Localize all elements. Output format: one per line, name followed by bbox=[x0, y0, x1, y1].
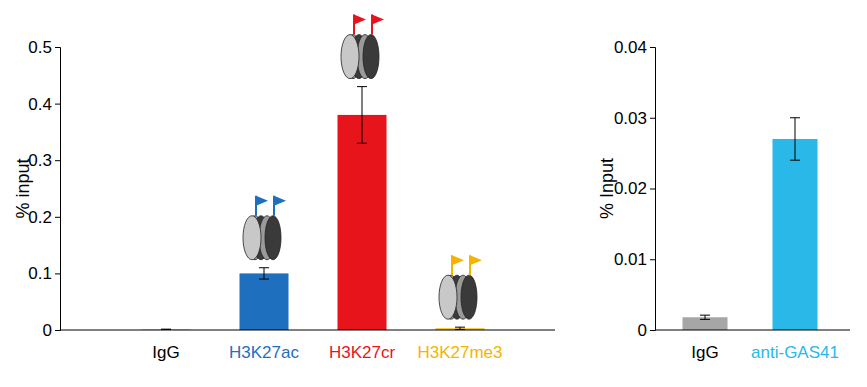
x-axis-line bbox=[655, 330, 850, 331]
error-bar bbox=[700, 315, 710, 319]
y-tick: 0.1 bbox=[28, 264, 60, 283]
error-bar bbox=[259, 268, 269, 279]
chart: 0 0.1 0.2 0.3 0.4 0.5 IgG H3K27ac H3K27cr H3K27me… bbox=[13, 15, 555, 362]
nucleosome-disc bbox=[439, 275, 457, 319]
y-tick: 0.4 bbox=[28, 95, 60, 114]
error-cap bbox=[259, 267, 269, 268]
y-tick-mark bbox=[650, 330, 655, 331]
bar bbox=[338, 115, 387, 330]
error-stem bbox=[264, 268, 265, 279]
y-tick-mark bbox=[55, 104, 60, 105]
y-tick-label: 0.5 bbox=[28, 38, 52, 57]
y-tick-label: 0.4 bbox=[28, 95, 52, 114]
nucleosome-icon bbox=[243, 196, 286, 260]
y-tick: 0 bbox=[638, 321, 655, 340]
plot-area bbox=[142, 87, 485, 330]
y-tick-label: 0.04 bbox=[614, 38, 647, 57]
y-tick-mark bbox=[650, 189, 655, 190]
y-tick: 0.04 bbox=[614, 38, 655, 57]
y-tick-mark bbox=[55, 217, 60, 218]
y-tick-mark bbox=[55, 273, 60, 274]
error-bar bbox=[455, 327, 465, 329]
x-tick: anti-GAS41 bbox=[751, 343, 839, 362]
y-tick-mark bbox=[650, 259, 655, 260]
y-tick-mark bbox=[650, 118, 655, 119]
y-tick: 0 bbox=[43, 321, 60, 340]
y-tick: 0.2 bbox=[28, 208, 60, 227]
error-stem bbox=[362, 87, 363, 144]
flag bbox=[470, 255, 482, 265]
nucleosome-disc bbox=[243, 216, 261, 260]
nucleosome-icon bbox=[439, 255, 482, 319]
y-axis-line bbox=[650, 48, 656, 331]
x-tick: IgG bbox=[152, 343, 179, 362]
x-tick-label: H3K27cr bbox=[329, 343, 395, 362]
y-axis: 0 0.01 0.02 0.03 0.04 bbox=[614, 38, 656, 340]
x-axis: IgG H3K27ac H3K27cr H3K27me3 bbox=[152, 343, 502, 362]
error-stem bbox=[795, 118, 796, 160]
error-cap bbox=[700, 315, 710, 316]
error-cap bbox=[259, 279, 269, 280]
y-tick: 0.03 bbox=[614, 109, 655, 128]
nucleosome-icon bbox=[341, 15, 384, 79]
flag bbox=[354, 15, 366, 25]
y-tick-label: 0.1 bbox=[28, 264, 52, 283]
error-cap bbox=[455, 327, 465, 328]
y-tick: 0.5 bbox=[28, 38, 60, 57]
x-tick: IgG bbox=[691, 343, 718, 362]
error-bar bbox=[790, 118, 800, 160]
flag bbox=[372, 15, 384, 25]
y-tick-label: 0.02 bbox=[614, 179, 647, 198]
y-axis: 0 0.1 0.2 0.3 0.4 0.5 bbox=[28, 38, 60, 340]
y-axis-title: % input bbox=[13, 158, 33, 218]
x-tick: H3K27ac bbox=[229, 343, 299, 362]
y-tick-label: 0.03 bbox=[614, 109, 647, 128]
x-tick: H3K27me3 bbox=[417, 343, 502, 362]
error-cap bbox=[790, 160, 800, 161]
y-tick-label: 0.01 bbox=[614, 250, 647, 269]
y-axis-title: % Input bbox=[597, 158, 617, 219]
y-tick-mark bbox=[55, 330, 60, 331]
bar bbox=[773, 139, 818, 330]
error-cap bbox=[700, 319, 710, 320]
x-tick-label: IgG bbox=[691, 343, 718, 362]
x-tick-label: IgG bbox=[152, 343, 179, 362]
chart: 0 0.01 0.02 0.03 0.04 IgG anti-GAS41 % Input bbox=[597, 38, 850, 362]
bar bbox=[683, 317, 728, 330]
flag bbox=[274, 196, 286, 206]
y-tick-mark bbox=[55, 160, 60, 161]
nucleosome-disc bbox=[461, 275, 477, 319]
y-axis-line bbox=[55, 48, 61, 331]
error-stem bbox=[705, 315, 706, 319]
x-tick-label: anti-GAS41 bbox=[751, 343, 839, 362]
y-tick-label: 0 bbox=[43, 321, 52, 340]
error-cap bbox=[357, 143, 367, 144]
x-tick: H3K27cr bbox=[329, 343, 395, 362]
y-tick-mark bbox=[55, 47, 60, 48]
y-tick: 0.3 bbox=[28, 151, 60, 170]
y-tick-mark bbox=[650, 47, 655, 48]
x-axis: IgG anti-GAS41 bbox=[691, 343, 839, 362]
bar bbox=[240, 273, 289, 330]
y-tick-label: 0 bbox=[638, 321, 647, 340]
plot-area bbox=[683, 118, 818, 330]
x-tick-label: H3K27me3 bbox=[417, 343, 502, 362]
nucleosome-disc bbox=[363, 35, 379, 79]
nucleosome-disc bbox=[341, 35, 359, 79]
error-cap bbox=[357, 86, 367, 87]
x-axis-line bbox=[60, 330, 555, 331]
error-bar bbox=[357, 87, 367, 144]
x-tick-label: H3K27ac bbox=[229, 343, 299, 362]
figure: 0 0.1 0.2 0.3 0.4 0.5 IgG H3K27ac H3K27cr H3K27me… bbox=[0, 0, 867, 387]
flag bbox=[452, 255, 464, 265]
flag bbox=[256, 196, 268, 206]
y-tick: 0.01 bbox=[614, 250, 655, 269]
y-tick: 0.02 bbox=[614, 179, 655, 198]
error-cap bbox=[790, 117, 800, 118]
nucleosome-disc bbox=[265, 216, 281, 260]
